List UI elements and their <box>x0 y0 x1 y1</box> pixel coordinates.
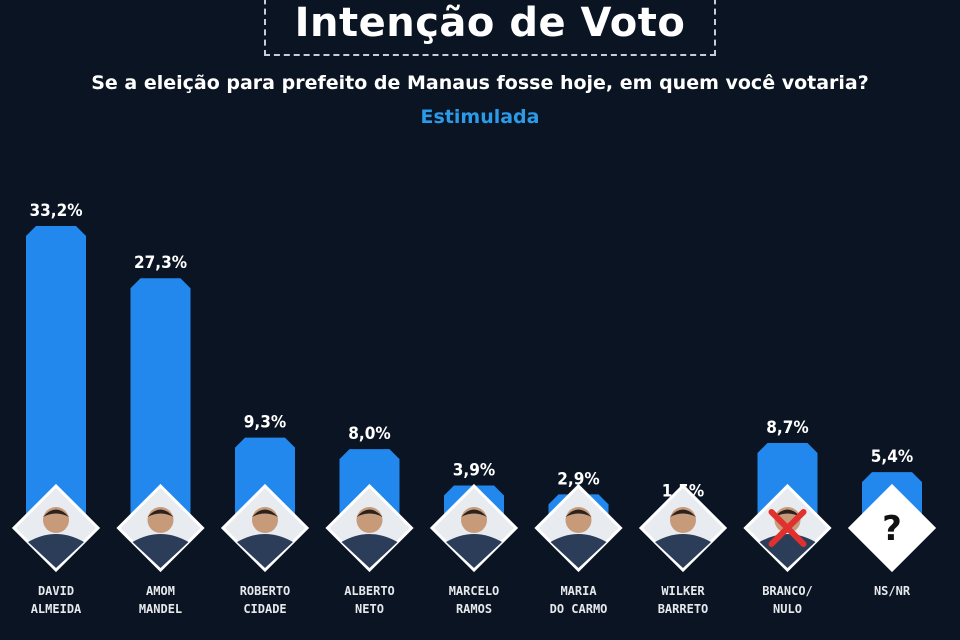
category-label: NS/NR <box>837 582 947 600</box>
bar <box>130 278 191 520</box>
data-label: 9,3% <box>244 413 286 433</box>
data-label: 5,4% <box>871 447 913 467</box>
bar-group: 27,3% <box>116 253 205 573</box>
data-label: 8,7% <box>766 418 808 438</box>
category-label: AMOM MANDEL <box>106 582 216 618</box>
category-label: BRANCO/NULO <box>733 582 843 618</box>
category-label-line: ROBERTO <box>239 584 291 598</box>
bar-group: 5,4%? <box>847 447 937 573</box>
category-label: WILKER BARRETO <box>628 582 738 618</box>
category-label-line: BRANCO/ <box>762 584 813 598</box>
category-label-line: AMOM <box>146 584 175 598</box>
category-label-line: ALMEIDA <box>30 602 82 616</box>
bar-group: 3,9% <box>429 460 519 573</box>
data-label: 3,9% <box>453 460 495 480</box>
candidate-photo-icon <box>325 483 414 573</box>
candidate-photo-icon <box>429 483 519 573</box>
category-label: DAVID ALMEIDA <box>1 582 111 618</box>
category-label-line: DO CARMO <box>549 602 608 616</box>
category-label: MARCELO RAMOS <box>419 582 529 618</box>
data-label: 2,9% <box>557 469 599 489</box>
category-label-line: MARCELO <box>448 584 500 598</box>
category-label-line: MARIA <box>560 584 597 598</box>
category-label: MARIA DO CARMO <box>524 582 634 618</box>
poll-type-label: Estimulada <box>420 106 540 128</box>
category-label-line: NULO <box>773 602 802 616</box>
chart-subtitle: Se a eleição para prefeito de Manaus fos… <box>91 72 869 94</box>
candidate-photo-icon <box>638 483 728 573</box>
bar-group: 2,9% <box>534 469 623 573</box>
candidate-photo-icon <box>11 483 101 573</box>
data-label: 33,2% <box>29 201 82 221</box>
category-label: ALBERTO NETO <box>315 582 425 618</box>
category-label-line: WILKER <box>661 584 705 598</box>
bar-group: 1,5% <box>638 482 728 573</box>
title-frame: Intenção de Voto <box>264 0 716 56</box>
candidate-photo-icon <box>534 483 623 573</box>
data-label: 27,3% <box>134 253 187 273</box>
category-label-line: MANDEL <box>138 602 183 616</box>
category-label-line: DAVID <box>37 584 75 598</box>
bar <box>26 226 86 520</box>
null-vote-icon <box>743 483 832 573</box>
candidate-photo-icon <box>116 483 205 573</box>
category-label: ROBERTO CIDADE <box>210 582 320 618</box>
bar-group: 33,2% <box>11 201 101 573</box>
bar-group: 8,0% <box>325 424 414 573</box>
category-label-line: ALBERTO <box>344 584 395 598</box>
svg-text:?: ? <box>882 509 902 549</box>
category-label-line: CIDADE <box>243 602 287 616</box>
category-label-line: NS/NR <box>873 584 911 598</box>
bar-group: 8,7% <box>743 418 832 573</box>
category-label-line: NETO <box>355 602 384 616</box>
question-mark-icon: ? <box>847 483 937 573</box>
candidate-photo-icon <box>220 483 310 573</box>
category-label-line: BARRETO <box>657 602 709 616</box>
bar-group: 9,3% <box>220 413 310 573</box>
data-label: 8,0% <box>348 424 390 444</box>
category-label-line: RAMOS <box>455 602 493 616</box>
page-title: Intenção de Voto <box>294 0 686 46</box>
